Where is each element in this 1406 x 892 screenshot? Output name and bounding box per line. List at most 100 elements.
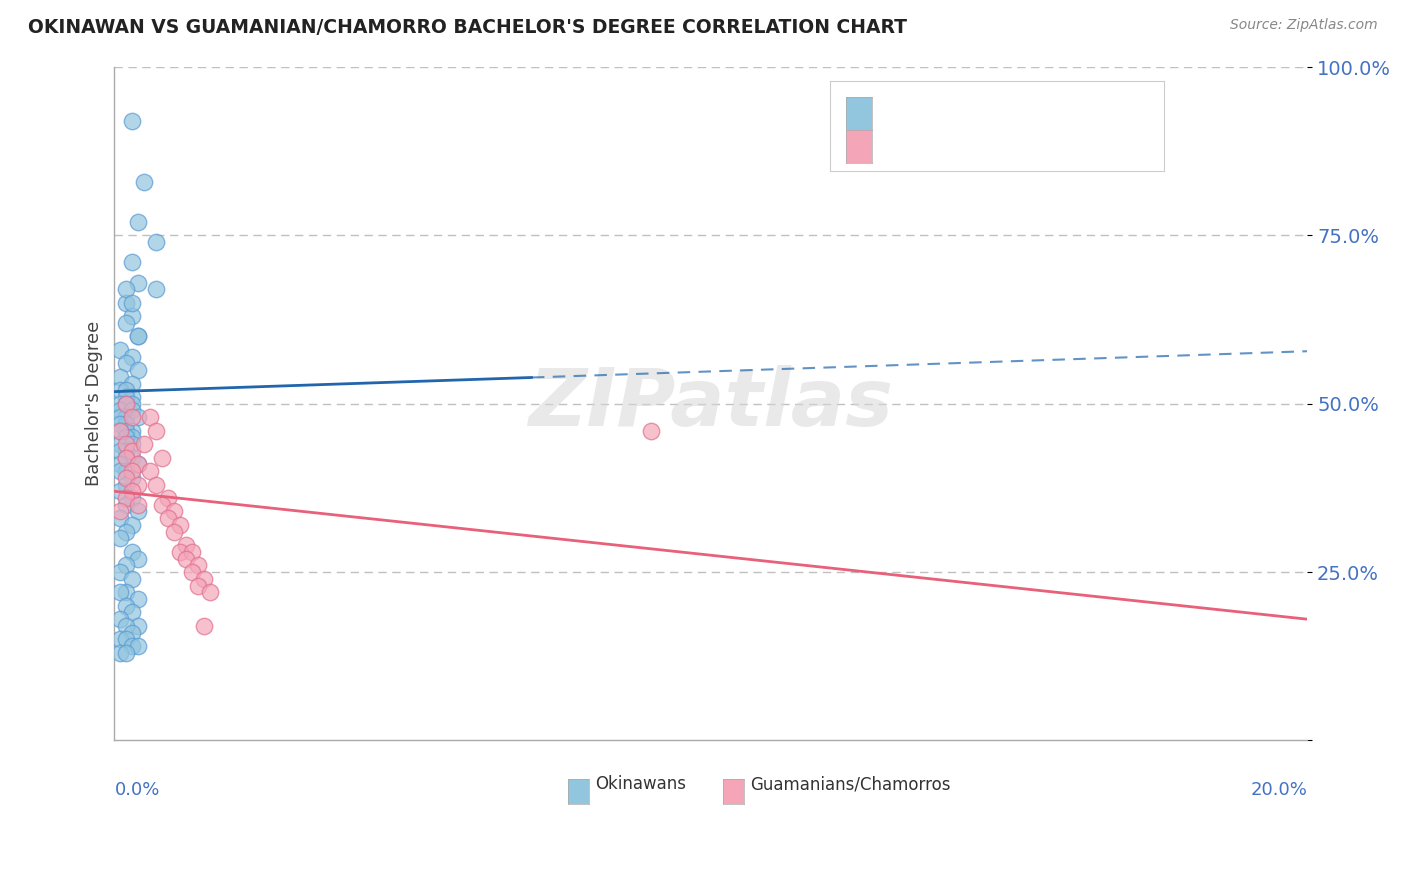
Point bbox=[110, 437, 132, 451]
Point bbox=[121, 114, 143, 128]
Point bbox=[174, 538, 197, 552]
Point bbox=[110, 565, 132, 579]
Point bbox=[127, 276, 149, 290]
Y-axis label: Bachelor's Degree: Bachelor's Degree bbox=[86, 321, 103, 486]
Text: 0.0%: 0.0% bbox=[114, 780, 160, 799]
Point bbox=[115, 464, 138, 478]
Point bbox=[121, 376, 143, 391]
Text: ZIPatlas: ZIPatlas bbox=[529, 365, 893, 442]
Point bbox=[110, 632, 132, 647]
Point bbox=[110, 504, 132, 518]
Point bbox=[121, 437, 143, 451]
Point bbox=[134, 437, 156, 451]
Point bbox=[127, 458, 149, 472]
Point bbox=[121, 403, 143, 417]
Point bbox=[110, 403, 132, 417]
Point bbox=[115, 477, 138, 491]
Text: R =: R = bbox=[887, 93, 927, 112]
Point bbox=[110, 343, 132, 357]
Point bbox=[127, 477, 149, 491]
Point bbox=[115, 524, 138, 539]
Point bbox=[121, 443, 143, 458]
Text: N =: N = bbox=[994, 140, 1033, 158]
Point bbox=[187, 578, 209, 592]
Text: R =: R = bbox=[887, 140, 927, 158]
Point bbox=[145, 477, 167, 491]
Point bbox=[115, 282, 138, 296]
Point bbox=[110, 397, 132, 411]
Point bbox=[127, 410, 149, 425]
Point bbox=[115, 498, 138, 512]
Text: Okinawans: Okinawans bbox=[595, 775, 686, 793]
Point bbox=[115, 316, 138, 330]
Point bbox=[174, 551, 197, 566]
Point bbox=[121, 484, 143, 499]
Point bbox=[115, 471, 138, 485]
Point bbox=[139, 410, 162, 425]
Point bbox=[110, 417, 132, 431]
Point bbox=[115, 491, 138, 505]
Point bbox=[163, 504, 186, 518]
Point bbox=[115, 585, 138, 599]
Point bbox=[121, 255, 143, 269]
Point bbox=[145, 424, 167, 438]
Point bbox=[163, 524, 186, 539]
Point bbox=[110, 612, 132, 626]
Point bbox=[121, 450, 143, 465]
Text: 0.016: 0.016 bbox=[928, 93, 984, 112]
Point bbox=[110, 511, 132, 525]
Point bbox=[127, 504, 149, 518]
Point bbox=[110, 384, 132, 398]
Point bbox=[115, 397, 138, 411]
Point bbox=[145, 282, 167, 296]
Point bbox=[110, 646, 132, 660]
Point bbox=[181, 545, 204, 559]
Point bbox=[134, 175, 156, 189]
Point bbox=[110, 458, 132, 472]
Point bbox=[121, 350, 143, 364]
Point bbox=[110, 464, 132, 478]
Point bbox=[127, 329, 149, 343]
Point bbox=[127, 619, 149, 633]
Point bbox=[110, 369, 132, 384]
Text: Guamanians/Chamorros: Guamanians/Chamorros bbox=[751, 775, 950, 793]
Point bbox=[121, 310, 143, 324]
Point bbox=[121, 606, 143, 620]
Text: 20.0%: 20.0% bbox=[1250, 780, 1308, 799]
Point bbox=[127, 592, 149, 607]
Point bbox=[110, 484, 132, 499]
Point bbox=[110, 532, 132, 546]
Text: 37: 37 bbox=[1033, 140, 1059, 158]
Point bbox=[121, 545, 143, 559]
Text: 79: 79 bbox=[1033, 93, 1059, 112]
Point bbox=[193, 572, 215, 586]
Point bbox=[115, 558, 138, 573]
Point bbox=[115, 619, 138, 633]
Point bbox=[121, 430, 143, 444]
Point bbox=[121, 491, 143, 505]
Point bbox=[127, 329, 149, 343]
Point bbox=[115, 417, 138, 431]
Point bbox=[121, 625, 143, 640]
Point bbox=[115, 632, 138, 647]
Point bbox=[115, 443, 138, 458]
Point bbox=[640, 424, 662, 438]
Point bbox=[127, 551, 149, 566]
Point bbox=[127, 215, 149, 229]
Point bbox=[198, 585, 221, 599]
Point bbox=[121, 295, 143, 310]
Point bbox=[115, 390, 138, 404]
Point bbox=[127, 363, 149, 377]
Text: -0.361: -0.361 bbox=[928, 140, 993, 158]
Point bbox=[181, 565, 204, 579]
Point bbox=[115, 646, 138, 660]
Point bbox=[169, 545, 191, 559]
Point bbox=[110, 585, 132, 599]
Point bbox=[127, 639, 149, 653]
Point bbox=[145, 235, 167, 249]
Point bbox=[115, 450, 138, 465]
Point bbox=[115, 424, 138, 438]
Point bbox=[150, 498, 173, 512]
Text: Source: ZipAtlas.com: Source: ZipAtlas.com bbox=[1230, 18, 1378, 32]
Point bbox=[121, 517, 143, 532]
